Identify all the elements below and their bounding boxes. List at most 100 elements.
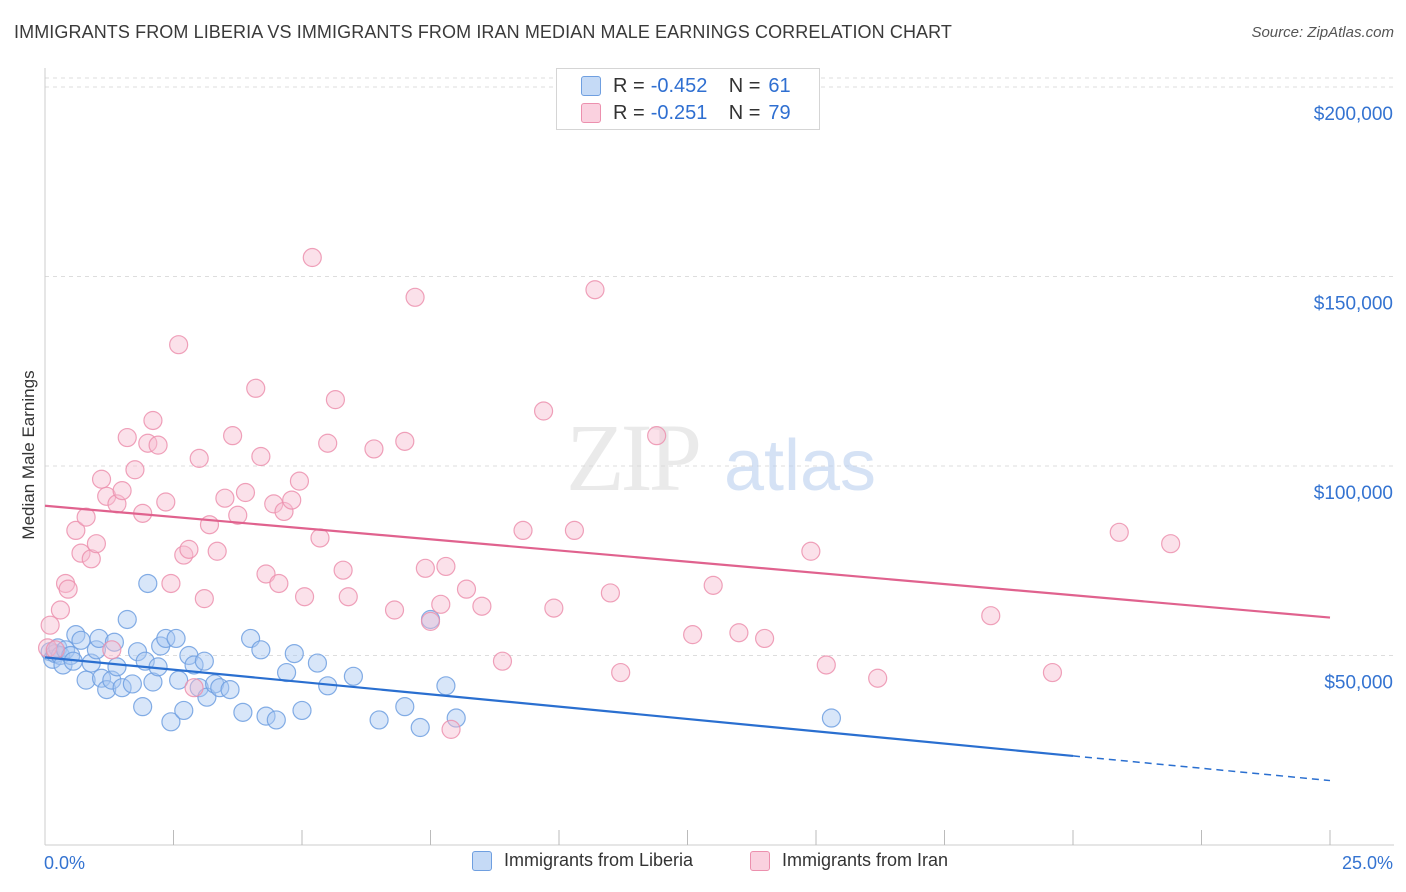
iran-point	[513, 520, 533, 541]
iran-point	[256, 564, 276, 584]
legend-r-value-liberia: -0.452	[650, 74, 708, 97]
liberia-trend-extension	[1072, 755, 1331, 782]
iran-point	[302, 247, 322, 268]
liberia-point	[133, 697, 153, 717]
liberia-point	[395, 697, 415, 717]
legend-r-value-iran: -0.251	[650, 101, 708, 124]
chart-title: IMMIGRANTS FROM LIBERIA VS IMMIGRANTS FR…	[14, 22, 953, 42]
liberia-point	[292, 700, 312, 721]
watermark-zip: ZIP	[566, 404, 699, 511]
liberia-point	[266, 710, 286, 730]
iran-point	[456, 579, 477, 599]
series-legend-item-liberia[interactable]: Immigrants from Liberia	[472, 850, 693, 871]
iran-trend-line	[44, 504, 1331, 619]
watermark: ZIP atlas	[566, 404, 876, 511]
iran-point	[318, 433, 338, 453]
iran-point	[338, 587, 358, 607]
iran-point	[235, 482, 256, 503]
iran-point	[81, 549, 101, 569]
axis-layer	[44, 68, 1394, 846]
iran-point	[161, 573, 181, 594]
legend-r-label: R =	[613, 101, 645, 124]
iran-point	[194, 589, 214, 609]
y-tick-label: $150,000	[1314, 293, 1393, 314]
iran-point	[184, 678, 204, 698]
label-layer: $50,000 $100,000 $150,000 $200,000 0.0% 25.0%…	[19, 104, 1393, 873]
iran-point	[125, 460, 145, 480]
legend-n-value-iran: 79	[768, 101, 791, 124]
iran-point	[148, 435, 168, 455]
liberia-point	[71, 630, 91, 650]
iran-point	[405, 287, 425, 307]
iran-point	[533, 401, 554, 421]
iran-point	[156, 492, 176, 512]
liberia-point	[446, 708, 466, 728]
liberia-point	[184, 655, 204, 675]
iran-point	[143, 410, 163, 431]
iran-point	[981, 606, 1001, 626]
iran-point	[436, 556, 456, 577]
iran-point	[1042, 662, 1063, 683]
iran-point	[117, 427, 137, 448]
legend-row-iran: R = -0.251 N = 79	[581, 101, 791, 125]
iran-point	[246, 378, 266, 398]
iran-point	[364, 439, 384, 459]
iran-point	[112, 481, 132, 501]
liberia-point	[256, 706, 276, 726]
iran-point	[45, 640, 65, 660]
legend-n-label: N =	[728, 101, 761, 124]
liberia-point	[220, 679, 240, 700]
iran-point	[325, 390, 346, 410]
series-legend-item-iran[interactable]: Immigrants from Iran	[750, 850, 948, 871]
liberia-point	[251, 640, 271, 660]
liberia-point	[194, 651, 214, 671]
iran-point	[683, 625, 703, 645]
liberia-point	[369, 710, 389, 730]
grid-layer	[45, 77, 1394, 656]
iran-point	[169, 335, 189, 355]
liberia-point	[66, 625, 86, 645]
legend-n-value-liberia: 61	[768, 74, 791, 97]
iran-point	[647, 426, 667, 446]
iran-point	[102, 640, 122, 660]
iran-point	[269, 573, 289, 594]
iran-point	[395, 431, 415, 451]
iran-point	[228, 505, 248, 525]
iran-point	[585, 280, 605, 300]
liberia-point	[436, 676, 456, 696]
liberia-point	[284, 643, 304, 664]
legend-swatch-iran	[581, 103, 601, 123]
iran-point	[816, 655, 836, 675]
liberia-point	[343, 666, 363, 686]
iran-point	[294, 587, 315, 607]
iran-point	[264, 494, 284, 514]
iran-point	[274, 501, 294, 522]
y-tick-label: $50,000	[1324, 672, 1393, 693]
iran-point	[611, 662, 631, 683]
stats-legend: R = -0.452 N = 61 R = -0.251 N = 79	[556, 68, 820, 130]
points-layer	[37, 247, 1181, 739]
iran-point	[1161, 534, 1181, 554]
iran-point	[174, 545, 194, 565]
trend-layer	[44, 504, 1331, 782]
liberia-point	[410, 717, 430, 738]
liberia-point	[117, 609, 137, 630]
x-tick-label-end: 25.0%	[1342, 853, 1393, 873]
iran-point	[472, 596, 492, 616]
liberia-point	[161, 712, 181, 732]
x-tick-label-start: 0.0%	[44, 853, 85, 873]
iran-point	[384, 600, 405, 620]
iran-point	[868, 668, 888, 688]
iran-point	[801, 541, 821, 561]
series-legend-label-liberia: Immigrants from Liberia	[504, 850, 694, 870]
iran-point	[544, 598, 564, 618]
iran-point	[492, 651, 513, 671]
iran-point	[289, 471, 310, 491]
iran-point	[50, 600, 71, 620]
y-tick-label: $100,000	[1314, 483, 1393, 504]
liberia-point	[821, 708, 842, 728]
iran-point	[251, 446, 271, 467]
liberia-point	[107, 657, 127, 677]
legend-r-label: R =	[613, 74, 645, 97]
